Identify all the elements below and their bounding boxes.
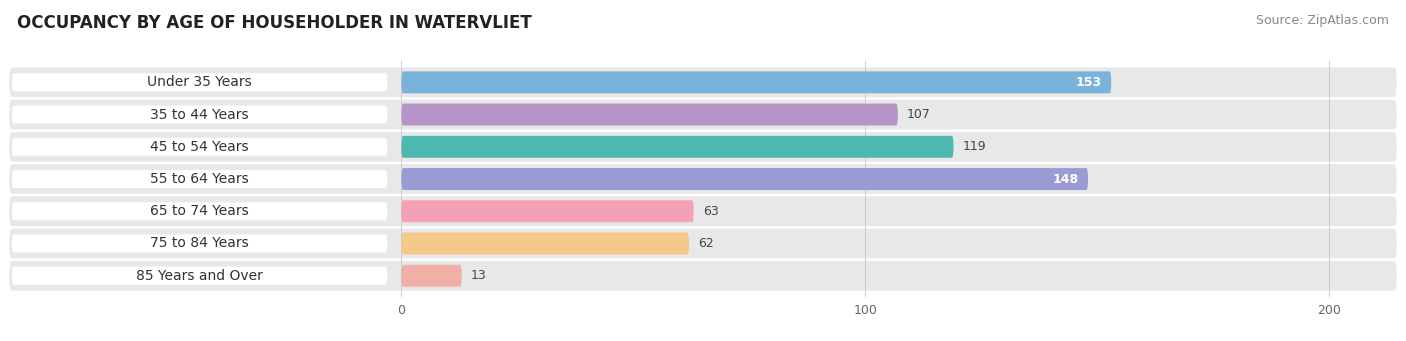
FancyBboxPatch shape: [402, 233, 689, 254]
FancyBboxPatch shape: [10, 196, 1396, 226]
Text: 45 to 54 Years: 45 to 54 Years: [150, 140, 249, 154]
FancyBboxPatch shape: [11, 235, 388, 252]
FancyBboxPatch shape: [402, 265, 461, 287]
Text: 13: 13: [471, 269, 486, 282]
Text: 75 to 84 Years: 75 to 84 Years: [150, 237, 249, 251]
FancyBboxPatch shape: [10, 261, 1396, 291]
FancyBboxPatch shape: [10, 68, 1396, 97]
Text: 35 to 44 Years: 35 to 44 Years: [150, 107, 249, 121]
FancyBboxPatch shape: [11, 138, 388, 156]
Text: 63: 63: [703, 205, 718, 218]
Text: 119: 119: [963, 140, 987, 153]
Text: Under 35 Years: Under 35 Years: [148, 75, 252, 89]
Text: 85 Years and Over: 85 Years and Over: [136, 269, 263, 283]
FancyBboxPatch shape: [11, 106, 388, 123]
FancyBboxPatch shape: [402, 104, 898, 125]
FancyBboxPatch shape: [10, 100, 1396, 129]
FancyBboxPatch shape: [10, 229, 1396, 258]
Text: 148: 148: [1053, 173, 1078, 186]
Text: 65 to 74 Years: 65 to 74 Years: [150, 204, 249, 218]
FancyBboxPatch shape: [10, 132, 1396, 162]
FancyBboxPatch shape: [402, 71, 1111, 93]
FancyBboxPatch shape: [11, 267, 388, 285]
FancyBboxPatch shape: [402, 136, 953, 158]
Text: OCCUPANCY BY AGE OF HOUSEHOLDER IN WATERVLIET: OCCUPANCY BY AGE OF HOUSEHOLDER IN WATER…: [17, 14, 531, 32]
FancyBboxPatch shape: [11, 202, 388, 220]
FancyBboxPatch shape: [11, 170, 388, 188]
FancyBboxPatch shape: [402, 168, 1088, 190]
Text: 55 to 64 Years: 55 to 64 Years: [150, 172, 249, 186]
Text: 62: 62: [699, 237, 714, 250]
FancyBboxPatch shape: [10, 164, 1396, 194]
Text: 153: 153: [1076, 76, 1102, 89]
Text: Source: ZipAtlas.com: Source: ZipAtlas.com: [1256, 14, 1389, 27]
Text: 107: 107: [907, 108, 931, 121]
FancyBboxPatch shape: [11, 73, 388, 91]
FancyBboxPatch shape: [402, 200, 693, 222]
